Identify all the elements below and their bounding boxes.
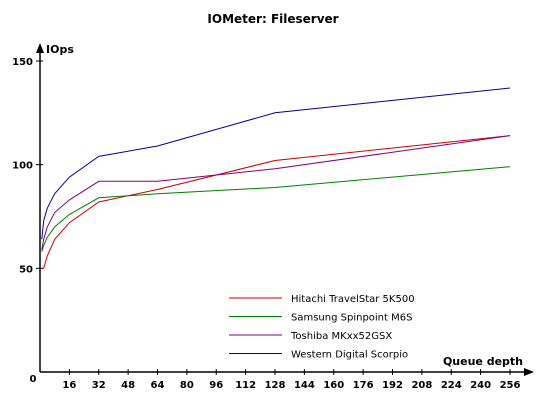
y-axis-label: IOps: [46, 43, 74, 56]
x-axis-arrow: [524, 368, 534, 376]
x-axis-label: Queue depth: [443, 355, 523, 368]
chart-title: IOMeter: Fileserver: [207, 12, 338, 26]
axes: IOps Queue depth 0 50 100 150 16 32 48 64 80 96 112 1…: [12, 43, 534, 391]
y-tick-label: 100: [12, 161, 33, 172]
series-layer: [41, 87, 511, 269]
legend-label: Western Digital Scorpio: [291, 350, 408, 361]
y-axis-arrow: [36, 43, 44, 53]
x-tick-label: 176: [353, 380, 374, 391]
x-tick-label: 64: [151, 380, 165, 391]
x-tick-label: 144: [294, 380, 315, 391]
y-tick-label: 150: [12, 57, 33, 68]
x-tick-label: 192: [382, 380, 403, 391]
origin-tick-label: 0: [30, 374, 37, 385]
legend-label: Samsung Spinpoint M6S: [291, 313, 412, 324]
x-tick-label: 160: [323, 380, 344, 391]
x-tick-label: 112: [235, 380, 256, 391]
x-tick-label: 32: [92, 380, 106, 391]
x-tick-label: 208: [411, 380, 432, 391]
x-tick-label: 96: [209, 380, 223, 391]
legend-label: Toshiba MKxx52GSX: [290, 331, 392, 342]
x-tick-label: 224: [441, 380, 462, 391]
y-tick-label: 50: [19, 264, 33, 275]
series-line-2: [41, 166, 511, 252]
series-line-4: [41, 87, 511, 240]
series-line-3: [41, 135, 511, 250]
series-line-1: [41, 135, 511, 269]
legend: Hitachi TravelStar 5K500 Samsung Spinpoin…: [229, 294, 415, 361]
x-tick-label: 16: [62, 380, 76, 391]
legend-label: Hitachi TravelStar 5K500: [291, 294, 415, 305]
x-tick-label: 240: [470, 380, 491, 391]
x-tick-label: 48: [121, 380, 135, 391]
x-tick-label: 128: [265, 380, 286, 391]
x-tick-label: 80: [180, 380, 194, 391]
x-tick-label: 256: [500, 380, 521, 391]
